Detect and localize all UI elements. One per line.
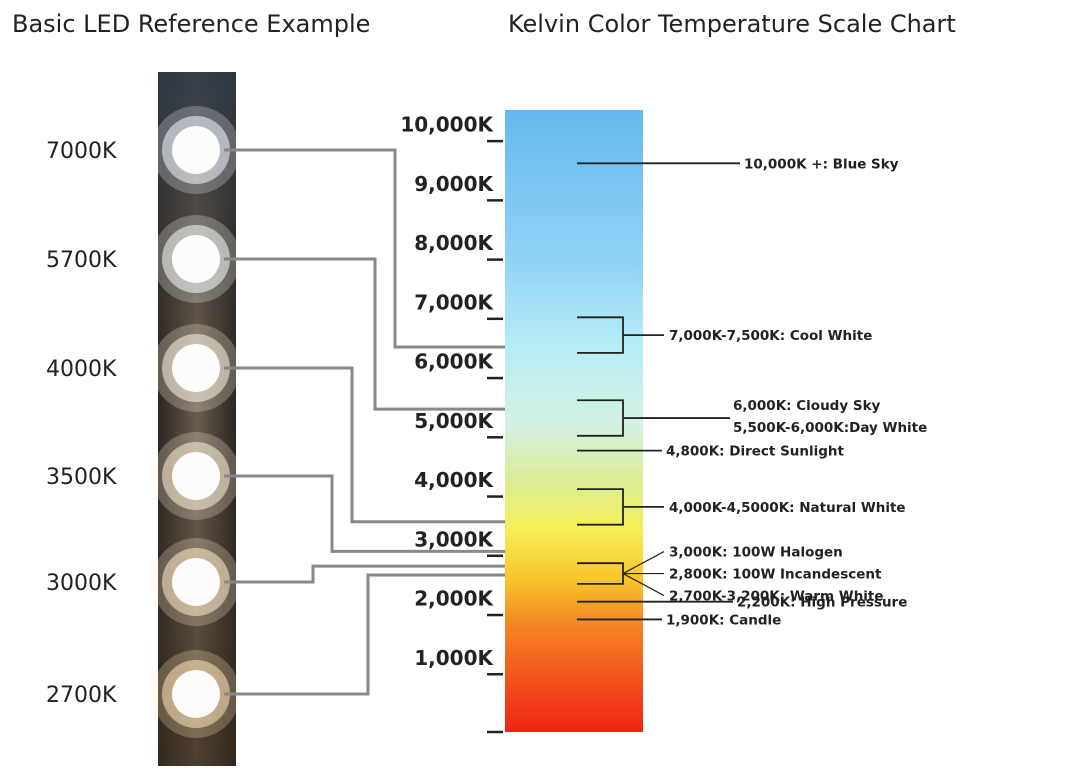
tick-label: 6,000K xyxy=(414,350,494,374)
annotation-text: 2,800K: 100W Incandescent xyxy=(669,567,882,583)
scale-title: Kelvin Color Temperature Scale Chart xyxy=(508,10,956,38)
annotation: 6,000K: Cloudy Sky 5,500K-6,000K:Day Whit… xyxy=(577,398,927,437)
led-light xyxy=(172,670,220,718)
annotation-text: 4,800K: Direct Sunlight xyxy=(666,444,845,460)
annotation: 7,000K-7,500K: Cool White xyxy=(577,316,872,354)
annotation: 2,200K: High Pressure xyxy=(577,595,907,611)
annotation-text: 6,000K: Cloudy Sky xyxy=(733,398,881,414)
tick-label: 8,000K xyxy=(414,231,494,255)
annotation-text: 3,000K: 100W Halogen xyxy=(669,545,843,561)
annotation-pointer xyxy=(622,551,665,575)
annotation-pointer xyxy=(622,573,665,597)
led-label: 5700K xyxy=(46,248,117,273)
annotation-text: 10,000K +: Blue Sky xyxy=(744,156,899,172)
led-light xyxy=(172,126,220,174)
tick-label: 10,000K xyxy=(400,113,494,137)
tick-label: 2,000K xyxy=(414,587,494,611)
led-connector xyxy=(224,257,514,411)
led-light xyxy=(172,235,220,283)
annotation-text: 4,000K-4,5000K: Natural White xyxy=(669,500,906,516)
led-light xyxy=(172,344,220,392)
annotation: 1,900K: Candle xyxy=(577,612,781,628)
annotation-text: 5,500K-6,000K:Day White xyxy=(733,420,927,436)
led-label: 4000K xyxy=(46,357,117,382)
tick-label: 1,000K xyxy=(414,646,494,670)
led-connector xyxy=(224,148,514,349)
led-light xyxy=(172,452,220,500)
led-strip xyxy=(152,72,240,766)
annotation-text: 2,200K: High Pressure xyxy=(737,595,907,611)
led-label: 3500K xyxy=(46,465,117,490)
led-connector xyxy=(224,366,514,524)
annotation: 3,000K: 100W Halogen 2,800K: 100W Incande… xyxy=(577,545,884,605)
led-label: 7000K xyxy=(46,139,117,164)
annotation-text: 1,900K: Candle xyxy=(666,612,781,628)
kelvin-scale-bar xyxy=(505,110,643,732)
annotation: 4,800K: Direct Sunlight xyxy=(577,444,845,460)
led-label: 3000K xyxy=(46,571,117,596)
led-connector xyxy=(224,573,514,696)
tick-label: 4,000K xyxy=(414,468,494,492)
annotation: 4,000K-4,5000K: Natural White xyxy=(577,488,906,526)
annotation-text: 2,700K-3,200K: Warm White xyxy=(669,589,884,605)
tick-label: 7,000K xyxy=(414,290,494,314)
led-light xyxy=(172,558,220,606)
connector-lines xyxy=(224,148,514,696)
annotation: 10,000K +: Blue Sky xyxy=(577,156,899,172)
led-labels: 7000K 5700K 4000K 3500K 3000K 2700K xyxy=(46,139,117,708)
tick-label: 5,000K xyxy=(414,409,494,433)
tick-label: 3,000K xyxy=(414,527,494,551)
led-title: Basic LED Reference Example xyxy=(12,10,370,38)
annotations: 10,000K +: Blue Sky 7,000K-7,500K: Cool W… xyxy=(577,156,927,628)
led-connector xyxy=(224,564,514,584)
led-label: 2700K xyxy=(46,683,117,708)
tick-label: 9,000K xyxy=(414,172,494,196)
led-connector xyxy=(224,474,514,553)
annotation-text: 7,000K-7,500K: Cool White xyxy=(669,328,872,344)
scale-ticks: 10,000K 9,000K 8,000K 7,000K 6,000K 5,000K 4,0… xyxy=(400,113,503,734)
